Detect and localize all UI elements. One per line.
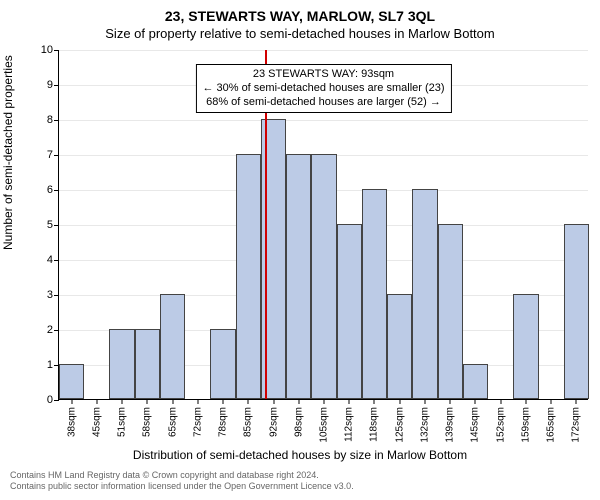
- y-tick-mark: [54, 400, 59, 401]
- x-tick-label: 118sqm: [369, 407, 380, 442]
- histogram-bar: [387, 294, 412, 399]
- histogram-bar: [59, 364, 84, 399]
- x-tick-mark: [424, 399, 425, 404]
- y-tick-mark: [54, 260, 59, 261]
- plot-area: 01234567891038sqm45sqm51sqm58sqm65sqm72s…: [58, 50, 588, 400]
- histogram-bar: [109, 329, 134, 399]
- footer-line-1: Contains HM Land Registry data © Crown c…: [10, 470, 590, 481]
- x-tick-mark: [223, 399, 224, 404]
- y-tick-label: 10: [41, 44, 53, 56]
- x-tick-label: 132sqm: [419, 407, 430, 443]
- x-tick-mark: [500, 399, 501, 404]
- histogram-bar: [513, 294, 538, 399]
- x-tick-label: 172sqm: [571, 407, 582, 443]
- x-tick-mark: [525, 399, 526, 404]
- y-tick-mark: [54, 120, 59, 121]
- y-tick-label: 2: [47, 324, 53, 336]
- x-tick-label: 85sqm: [243, 407, 254, 437]
- histogram-bar: [236, 154, 261, 399]
- chart-title: 23, STEWARTS WAY, MARLOW, SL7 3QL: [0, 8, 600, 24]
- y-tick-mark: [54, 50, 59, 51]
- x-tick-label: 72sqm: [192, 407, 203, 437]
- x-tick-mark: [374, 399, 375, 404]
- y-tick-label: 7: [47, 149, 53, 161]
- annotation-line-1: 23 STEWARTS WAY: 93sqm: [202, 68, 444, 82]
- x-tick-label: 125sqm: [394, 407, 405, 443]
- x-tick-mark: [399, 399, 400, 404]
- x-tick-label: 65sqm: [167, 407, 178, 437]
- annotation-line-3: 68% of semi-detached houses are larger (…: [202, 96, 444, 110]
- x-tick-label: 105sqm: [319, 407, 330, 443]
- histogram-bar: [135, 329, 160, 399]
- histogram-bar: [463, 364, 488, 399]
- x-tick-label: 112sqm: [344, 407, 355, 442]
- y-axis-label: Number of semi-detached properties: [1, 55, 15, 250]
- x-tick-mark: [248, 399, 249, 404]
- x-tick-mark: [172, 399, 173, 404]
- histogram-bar: [337, 224, 362, 399]
- x-tick-label: 98sqm: [293, 407, 304, 437]
- y-tick-mark: [54, 190, 59, 191]
- gridline: [59, 120, 588, 121]
- x-tick-label: 51sqm: [117, 407, 128, 437]
- histogram-bar: [210, 329, 235, 399]
- x-tick-mark: [122, 399, 123, 404]
- y-tick-label: 3: [47, 289, 53, 301]
- y-tick-mark: [54, 155, 59, 156]
- x-tick-label: 152sqm: [495, 407, 506, 443]
- x-tick-label: 45sqm: [91, 407, 102, 437]
- y-tick-label: 1: [47, 359, 53, 371]
- x-tick-mark: [349, 399, 350, 404]
- x-tick-label: 159sqm: [520, 407, 531, 443]
- x-tick-label: 139sqm: [445, 407, 456, 443]
- y-tick-label: 6: [47, 184, 53, 196]
- x-tick-label: 58sqm: [142, 407, 153, 437]
- x-tick-mark: [450, 399, 451, 404]
- annotation-box: 23 STEWARTS WAY: 93sqm ← 30% of semi-det…: [195, 64, 451, 113]
- x-tick-mark: [71, 399, 72, 404]
- x-tick-mark: [576, 399, 577, 404]
- x-tick-mark: [324, 399, 325, 404]
- histogram-bar: [438, 224, 463, 399]
- histogram-bar: [564, 224, 589, 399]
- x-tick-mark: [197, 399, 198, 404]
- annotation-line-2: ← 30% of semi-detached houses are smalle…: [202, 82, 444, 96]
- y-tick-label: 5: [47, 219, 53, 231]
- x-tick-label: 38sqm: [66, 407, 77, 437]
- x-tick-label: 165sqm: [546, 407, 557, 443]
- x-tick-mark: [273, 399, 274, 404]
- histogram-bar: [160, 294, 185, 399]
- gridline: [59, 50, 588, 51]
- x-tick-mark: [147, 399, 148, 404]
- x-axis-label: Distribution of semi-detached houses by …: [0, 448, 600, 462]
- y-tick-label: 0: [47, 394, 53, 406]
- footer-line-2: Contains public sector information licen…: [10, 481, 590, 492]
- y-tick-mark: [54, 330, 59, 331]
- x-tick-mark: [551, 399, 552, 404]
- x-tick-mark: [96, 399, 97, 404]
- y-tick-label: 4: [47, 254, 53, 266]
- y-tick-label: 9: [47, 79, 53, 91]
- y-tick-mark: [54, 85, 59, 86]
- x-tick-mark: [475, 399, 476, 404]
- histogram-bar: [286, 154, 311, 399]
- footer-text: Contains HM Land Registry data © Crown c…: [10, 470, 590, 492]
- histogram-bar: [311, 154, 336, 399]
- x-tick-mark: [298, 399, 299, 404]
- y-tick-mark: [54, 225, 59, 226]
- histogram-bar: [412, 189, 437, 399]
- histogram-bar: [362, 189, 387, 399]
- chart-container: 23, STEWARTS WAY, MARLOW, SL7 3QL Size o…: [0, 0, 600, 500]
- x-tick-label: 92sqm: [268, 407, 279, 437]
- x-tick-label: 78sqm: [218, 407, 229, 437]
- chart-subtitle: Size of property relative to semi-detach…: [0, 26, 600, 41]
- x-tick-label: 145sqm: [470, 407, 481, 443]
- y-tick-mark: [54, 295, 59, 296]
- y-tick-label: 8: [47, 114, 53, 126]
